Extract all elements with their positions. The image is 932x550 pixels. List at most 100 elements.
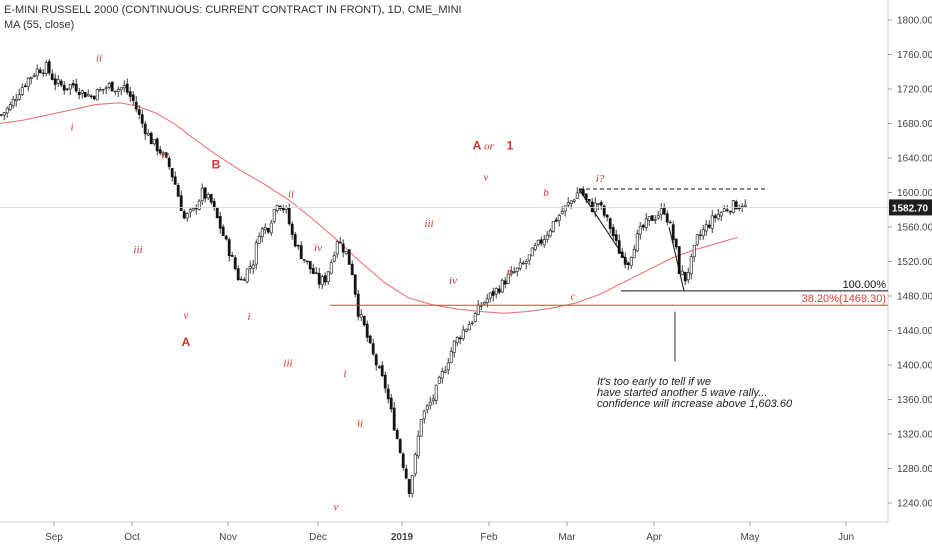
candle-body (149, 132, 153, 145)
candle-body (230, 255, 234, 257)
candle-body (401, 453, 405, 468)
candle-body (515, 267, 519, 272)
candle-body (17, 94, 21, 100)
candle-body (707, 224, 711, 228)
candle-body (683, 271, 687, 282)
last-price-label: 1582.70 (892, 203, 929, 214)
candle-body (227, 239, 231, 257)
candle-body (221, 226, 225, 236)
candle-body (275, 205, 279, 211)
candle-body (281, 207, 285, 211)
candle-body (386, 388, 390, 400)
candle-body (341, 243, 345, 253)
candle-body (374, 354, 378, 366)
candle-body (53, 78, 57, 85)
candle-body (122, 85, 126, 89)
candle-body (20, 87, 24, 95)
candle-body (440, 371, 444, 379)
candle-body (65, 88, 69, 90)
candle-body (212, 201, 216, 208)
wave-label: a (507, 265, 513, 277)
candle-body (254, 242, 258, 265)
candle-body (113, 90, 117, 93)
candle-body (320, 276, 324, 285)
candle-body (416, 435, 420, 457)
wave-label: iv (161, 149, 169, 161)
y-tick-label: 1760.00 (897, 50, 932, 61)
candle-body (686, 272, 690, 281)
candle-body (677, 246, 681, 274)
candle-body (2, 112, 6, 116)
indicator-legend: MA (55, close) (4, 19, 75, 31)
candle-body (80, 90, 84, 94)
candle-body (233, 257, 237, 270)
candle-body (494, 288, 498, 295)
x-tick-label: 2019 (391, 532, 414, 543)
candle-body (173, 176, 177, 185)
wave-label: v (184, 309, 189, 321)
wave-label: i (70, 121, 73, 133)
candle-body (305, 260, 309, 262)
candle-body (128, 91, 132, 97)
candle-body (551, 221, 555, 232)
ma-line (0, 102, 739, 314)
candle-body (164, 152, 168, 158)
candle-body (644, 218, 648, 228)
wave-label: b (543, 187, 549, 199)
wave-label: i? (596, 173, 605, 185)
candle-body (323, 275, 327, 283)
candle-body (263, 227, 267, 231)
candle-body (617, 240, 621, 254)
wave-label: i (247, 311, 250, 323)
candle-body (533, 245, 537, 250)
wave-label: i (343, 368, 346, 380)
candle-body (398, 439, 402, 453)
candle-body (251, 264, 255, 269)
candle-body (77, 92, 81, 96)
candle-body (62, 85, 66, 91)
candle-body (260, 228, 264, 238)
candle-body (50, 73, 54, 80)
candle-body (467, 324, 471, 331)
candle-body (71, 83, 75, 86)
candle-body (8, 104, 12, 110)
candle-body (362, 316, 366, 326)
candle-body (647, 216, 651, 221)
candle-body (152, 139, 156, 145)
candle-body (359, 314, 363, 318)
candle-body (257, 235, 261, 244)
y-tick-label: 1440.00 (897, 326, 932, 337)
candle-body (488, 292, 492, 299)
wave-label: v (334, 501, 339, 513)
candle-body (602, 205, 606, 216)
candle-body (449, 351, 453, 364)
candle-body (701, 229, 705, 237)
y-tick-label: 1320.00 (897, 430, 932, 441)
candle-body (458, 337, 462, 340)
candle-body (104, 87, 108, 89)
candle-body (674, 238, 678, 248)
note-line: It's too early to tell if we (597, 376, 711, 388)
candle-body (530, 247, 534, 257)
x-tick-label: Dec (309, 532, 327, 543)
candle-body (98, 89, 102, 92)
candle-body (572, 199, 576, 202)
candle-body (566, 202, 570, 206)
wave-a-line (578, 188, 628, 262)
candle-body (713, 215, 717, 218)
candle-body (344, 250, 348, 255)
candle-body (731, 200, 735, 213)
candle-body (665, 213, 669, 223)
candle-body (47, 61, 51, 74)
price-axis[interactable]: 1240.00 1280.00 1320.00 1360.00 1400.00 1440.… (888, 16, 932, 510)
candle-body (410, 475, 414, 494)
candle-body (308, 261, 312, 270)
time-axis[interactable]: Sep Oct Nov Dec 2019 Feb Mar Apr May Jun (45, 522, 854, 543)
candle-body (671, 224, 675, 241)
candle-body (569, 200, 573, 204)
candle-body (158, 149, 162, 154)
candle-body (179, 195, 183, 212)
